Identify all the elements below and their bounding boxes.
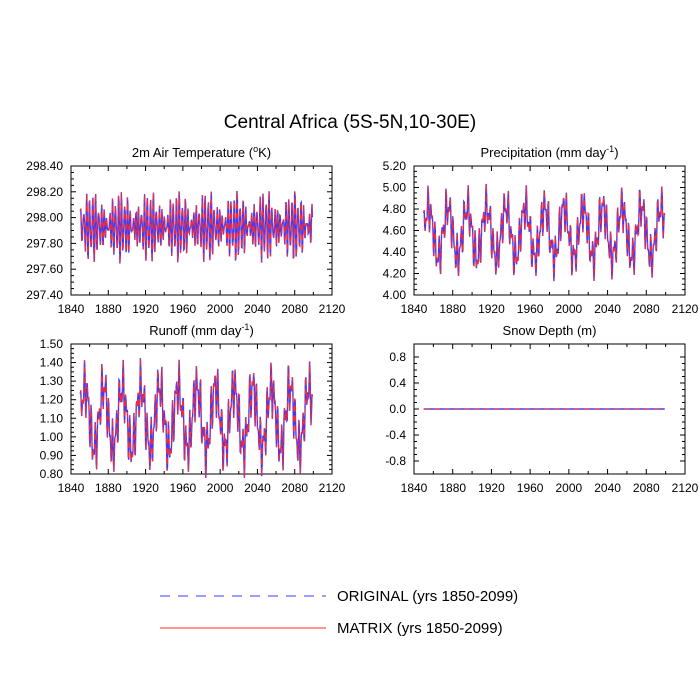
- y-tick-label: -0.4: [385, 428, 406, 442]
- panel-air-temperature: 2m Air Temperature (oK) 1840 1880 1920 1960 2…: [26, 144, 345, 316]
- series-matrix-line: [79, 190, 313, 264]
- x-tick-label: 1840: [58, 302, 85, 316]
- panel-title: Precipitation (mm day-1): [480, 144, 618, 160]
- figure-title: Central Africa (5S-5N,10-30E): [224, 112, 476, 133]
- y-tick-label: 0.8: [389, 350, 406, 364]
- x-tick-label: 2120: [319, 481, 346, 495]
- y-tick-label: 297.40: [26, 288, 63, 302]
- x-tick-label: 2040: [244, 481, 271, 495]
- legend: ORIGINAL (yrs 1850-2099) MATRIX (yrs 185…: [160, 588, 518, 637]
- x-tick-label: 1960: [517, 481, 544, 495]
- x-tick-label: 2080: [281, 481, 308, 495]
- x-tick-label: 1880: [439, 302, 466, 316]
- x-tick-label: 2000: [207, 302, 234, 316]
- x-tick-label: 2000: [207, 481, 234, 495]
- x-tick-label: 2040: [244, 302, 271, 316]
- y-tick-label: 0.80: [40, 467, 64, 481]
- x-tick-label: 1920: [478, 302, 505, 316]
- x-tick-label: 2120: [672, 481, 699, 495]
- panel-title: Snow Depth (m): [503, 323, 597, 338]
- x-tick-label: 2080: [633, 481, 660, 495]
- x-tick-label: 2080: [281, 302, 308, 316]
- panel-snow-depth: Snow Depth (m) 1840 1880 1920 1960 2000 2040 20…: [385, 323, 698, 495]
- legend-original-label: ORIGINAL (yrs 1850-2099): [337, 588, 518, 605]
- x-tick-label: 1960: [170, 302, 197, 316]
- x-tick-label: 1840: [58, 481, 85, 495]
- legend-matrix-label: MATRIX (yrs 1850-2099): [337, 620, 503, 637]
- y-tick-label: 4.20: [383, 267, 407, 281]
- y-tick-label: 4.00: [383, 288, 407, 302]
- x-tick-label: 1920: [478, 481, 505, 495]
- y-tick-label: 1.50: [40, 337, 64, 351]
- series-original-line: [79, 190, 314, 264]
- x-tick-label: 1960: [517, 302, 544, 316]
- y-tick-label: 0.0: [389, 402, 406, 416]
- x-tick-label: 2080: [633, 302, 660, 316]
- x-tick-label: 1880: [95, 481, 122, 495]
- y-tick-label: 5.20: [383, 159, 407, 173]
- y-tick-label: 0.4: [389, 376, 406, 390]
- x-tick-label: 1880: [439, 481, 466, 495]
- x-tick-label: 2120: [319, 302, 346, 316]
- y-tick-label: 1.40: [40, 356, 64, 370]
- y-tick-label: 1.00: [40, 430, 64, 444]
- x-tick-label: 1920: [132, 481, 159, 495]
- y-tick-label: 0.90: [40, 448, 64, 462]
- y-tick-label: 1.30: [40, 374, 64, 388]
- x-tick-label: 1840: [401, 481, 428, 495]
- panel-precipitation: Precipitation (mm day-1) 1840 1880 1920 1960…: [383, 144, 699, 316]
- x-tick-label: 2040: [594, 302, 621, 316]
- x-tick-label: 2000: [556, 481, 583, 495]
- y-tick-label: 4.60: [383, 224, 407, 238]
- panel-runoff: Runoff (mm day-1) 1840 1880 1920 1960 2000 204…: [40, 322, 346, 495]
- y-tick-label: 298.00: [26, 211, 63, 225]
- x-tick-label: 2040: [594, 481, 621, 495]
- y-tick-label: 298.40: [26, 159, 63, 173]
- y-tick-label: 298.20: [26, 185, 63, 199]
- y-tick-label: -0.8: [385, 454, 406, 468]
- y-tick-label: 1.20: [40, 393, 64, 407]
- panel-title: 2m Air Temperature (oK): [132, 144, 271, 160]
- x-tick-label: 1880: [95, 302, 122, 316]
- y-tick-label: 5.00: [383, 181, 407, 195]
- x-tick-label: 2000: [556, 302, 583, 316]
- x-tick-label: 1960: [170, 481, 197, 495]
- series-matrix-line: [79, 358, 313, 479]
- y-tick-label: 4.40: [383, 245, 407, 259]
- y-tick-label: 4.80: [383, 202, 407, 216]
- x-tick-label: 2120: [672, 302, 699, 316]
- y-tick-label: 297.60: [26, 262, 63, 276]
- panel-title: Runoff (mm day-1): [149, 322, 254, 338]
- x-tick-label: 1920: [132, 302, 159, 316]
- series-original-line: [423, 183, 666, 282]
- y-tick-label: 1.10: [40, 411, 64, 425]
- y-tick-label: 297.80: [26, 236, 63, 250]
- x-tick-label: 1840: [401, 302, 428, 316]
